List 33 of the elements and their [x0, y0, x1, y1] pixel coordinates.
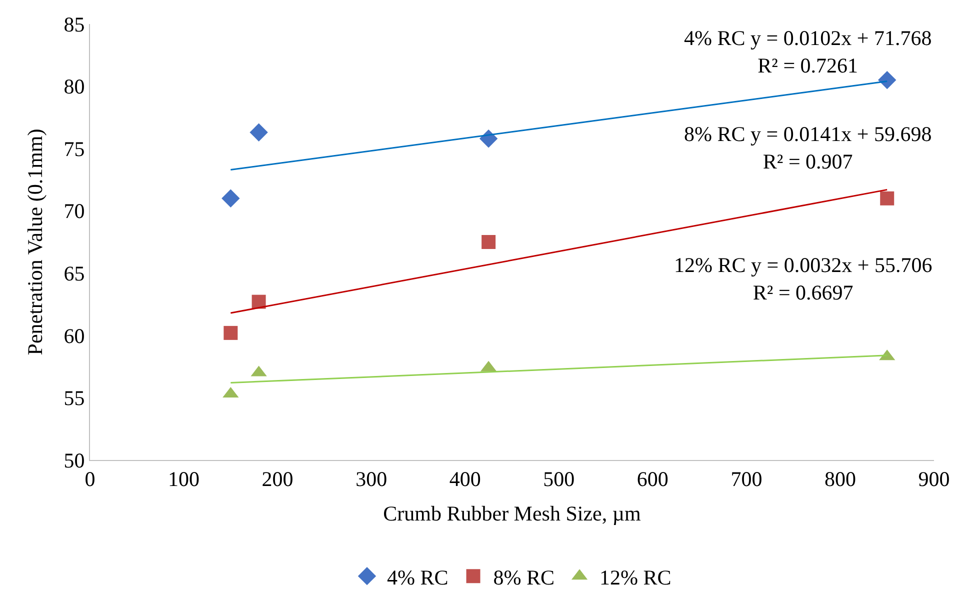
point [880, 191, 894, 206]
x-axis-title: Crumb Rubber Mesh Size, µm [383, 501, 641, 526]
y-tick-label: 50 [64, 448, 85, 472]
point [224, 326, 238, 340]
y-axis-title: Penetration Value (0.1mm) [22, 128, 47, 356]
x-tick-label: 500 [543, 467, 575, 492]
y-tick-label: 75 [64, 136, 85, 161]
x-tick-label: 600 [636, 467, 668, 492]
point [250, 123, 268, 142]
y-tick-label: 85 [64, 12, 85, 36]
legend-label: 4% RC [387, 565, 448, 590]
x-tick-label: 300 [356, 467, 388, 492]
x-tick-label: 0 [84, 467, 96, 492]
y-tick-label: 80 [64, 74, 85, 99]
point [222, 189, 240, 208]
annotation: 4% RC y = 0.0102x + 71.768 R² = 0.7261 [684, 26, 932, 78]
y-tick-label: 60 [64, 324, 85, 348]
point [482, 235, 496, 249]
x-tick-label: 400 [449, 467, 481, 492]
annotation: 8% RC y = 0.0141x + 59.698 R² = 0.907 [684, 122, 932, 174]
annotation: 12% RC y = 0.0032x + 55.706 R² = 0.6697 [674, 253, 932, 304]
x-tick-label: 200 [262, 467, 294, 492]
x-tick-label: 800 [824, 467, 856, 492]
point [878, 70, 896, 90]
legend-label: 12% RC [600, 565, 672, 590]
x-tick-label: 700 [730, 467, 762, 492]
legend-label: 8% RC [493, 565, 555, 590]
x-tick-label: 900 [918, 467, 950, 492]
point [479, 130, 498, 148]
y-tick-label: 70 [64, 199, 85, 224]
x-tick-label: 100 [168, 467, 200, 492]
y-tick-label: 65 [64, 261, 85, 286]
y-tick-label: 55 [64, 386, 85, 410]
